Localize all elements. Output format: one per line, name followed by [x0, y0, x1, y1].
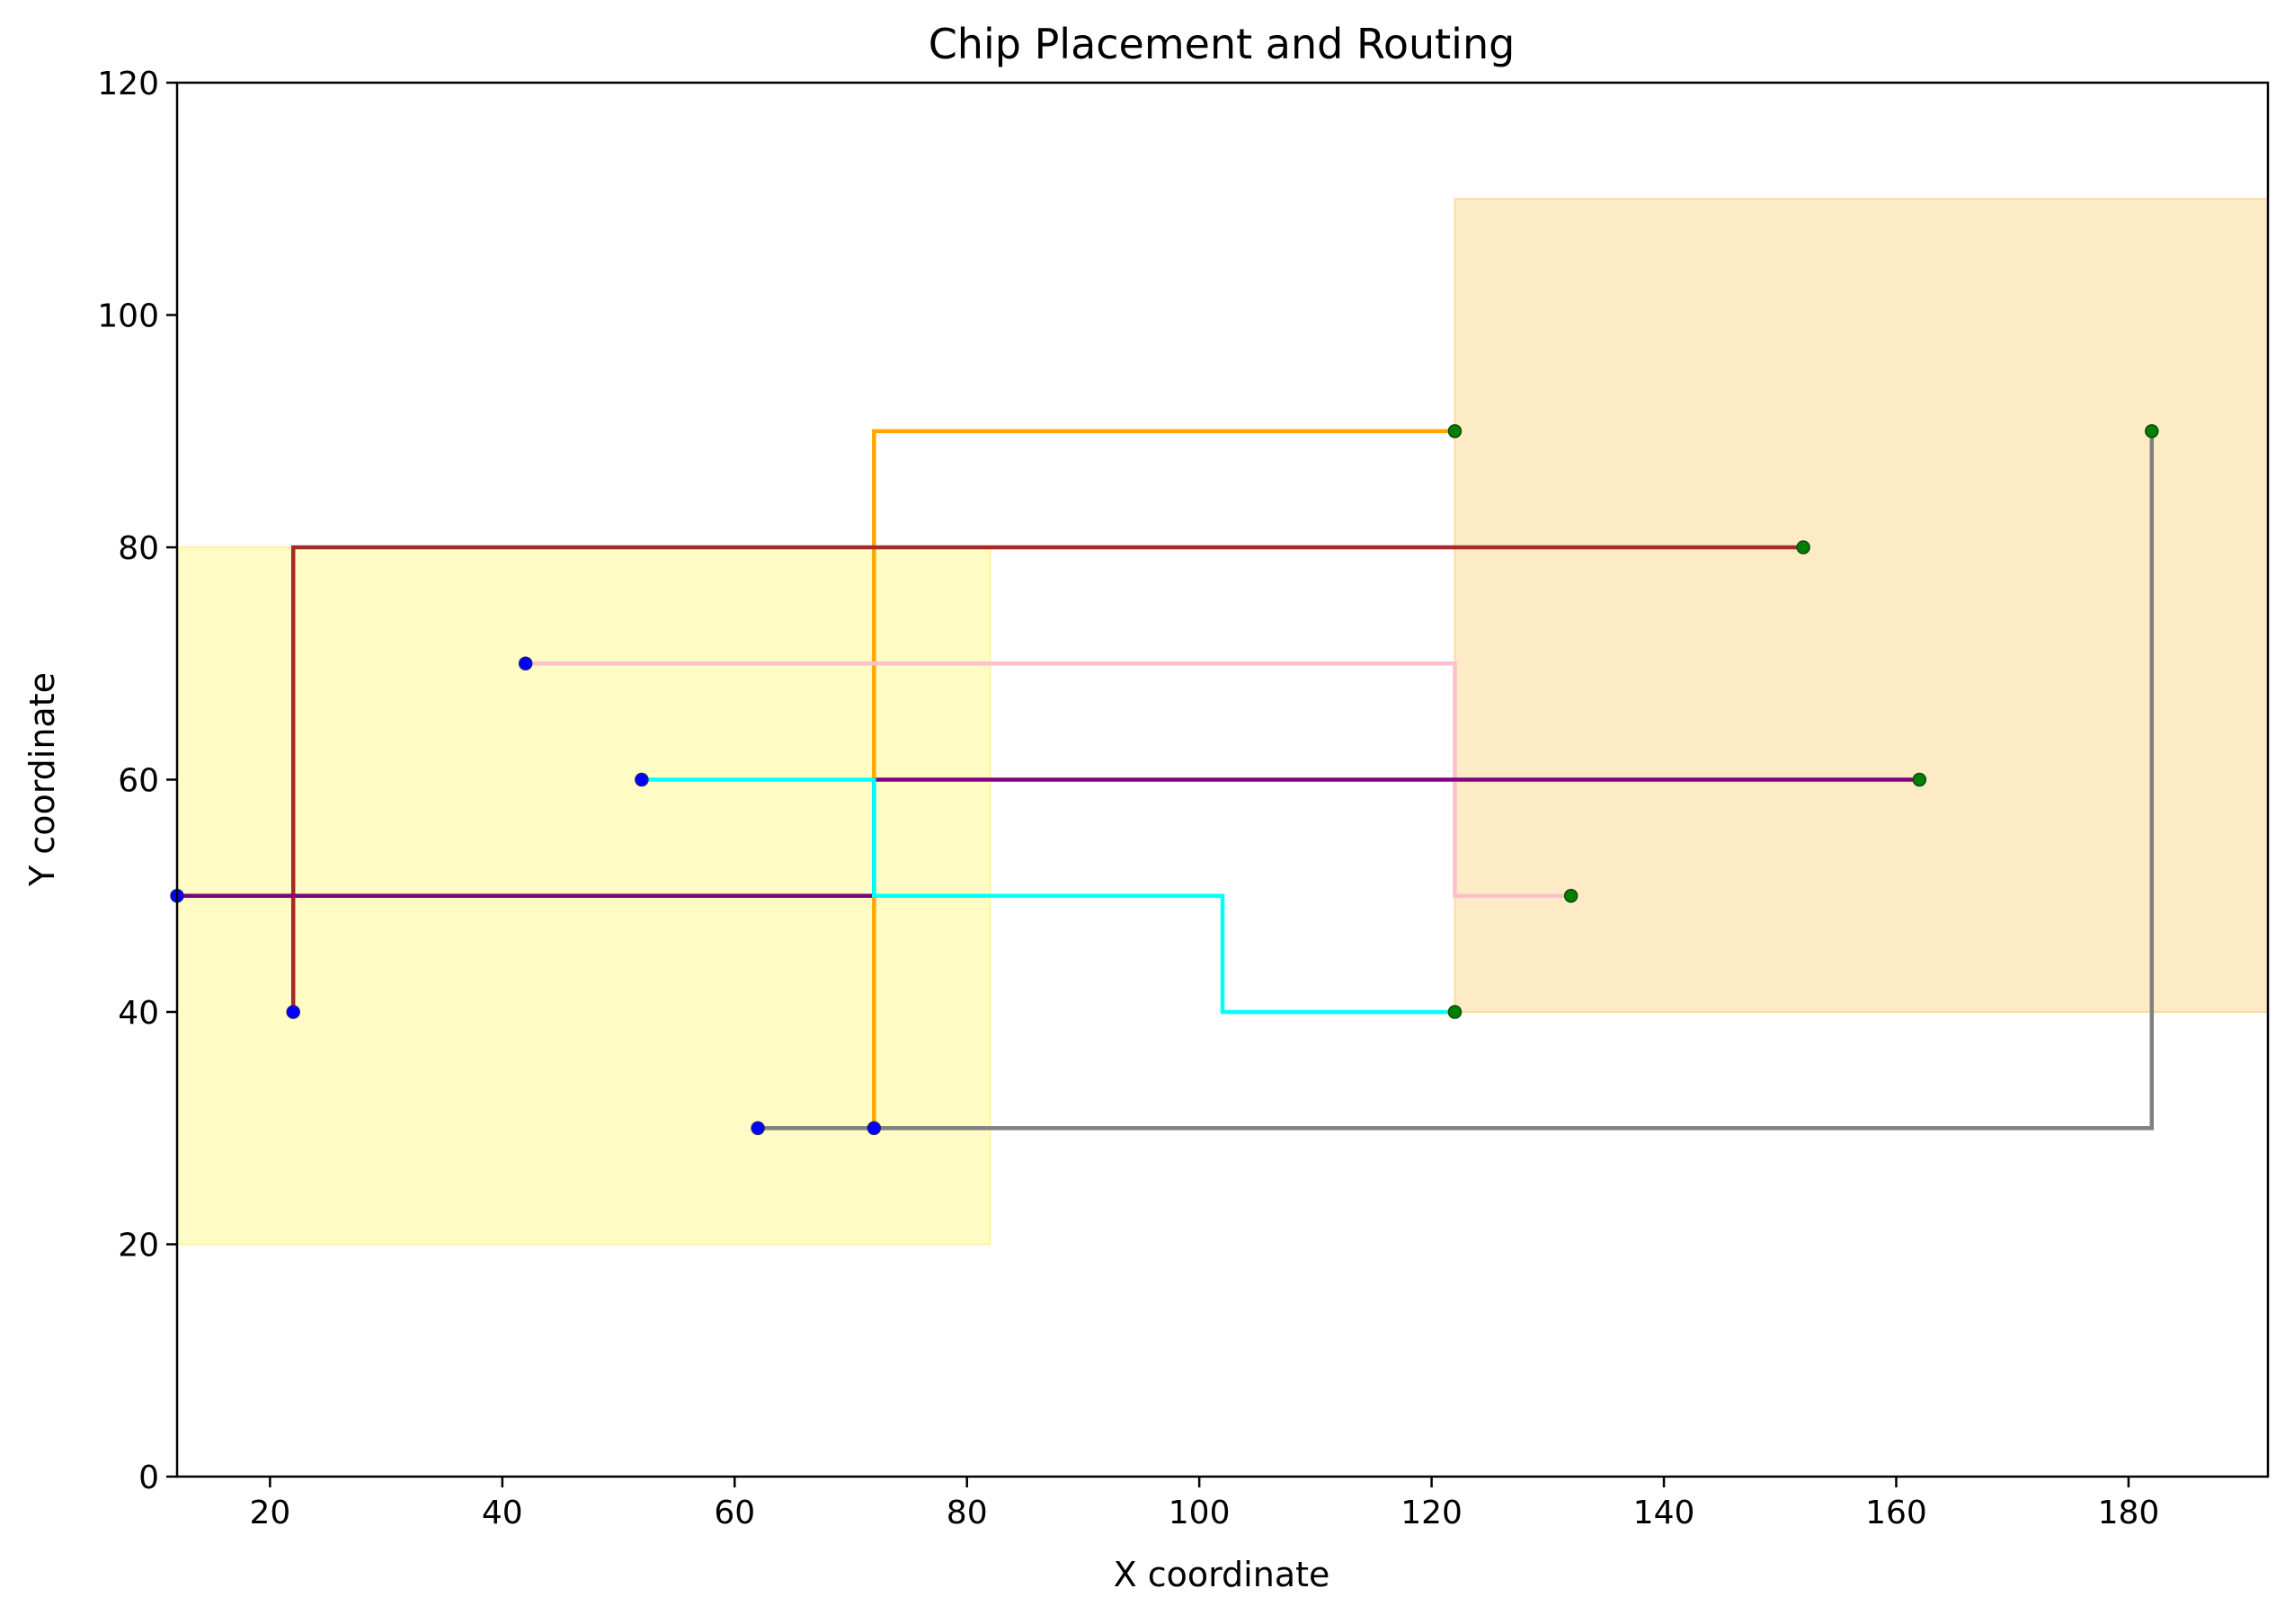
placement-region-2 — [1454, 198, 2269, 1013]
series-layer — [174, 429, 2155, 1131]
x-tick-label: 60 — [714, 1495, 755, 1531]
route-line-5 — [639, 777, 1457, 1015]
regions-layer — [176, 198, 2269, 1246]
y-tick-label: 60 — [118, 763, 159, 800]
x-tick-label: 20 — [249, 1495, 290, 1531]
target-pin-2 — [1796, 540, 1810, 555]
y-tick-label: 100 — [97, 298, 159, 335]
y-tick-label: 0 — [138, 1460, 159, 1496]
y-tick-label: 20 — [118, 1228, 159, 1265]
source-pin-5 — [635, 772, 649, 787]
target-pin-5 — [1447, 1005, 1463, 1019]
x-tick-label: 80 — [947, 1495, 988, 1531]
x-tick-label: 160 — [1865, 1495, 1927, 1531]
target-pin-1 — [1447, 424, 1463, 439]
x-axis-ticks: 20 40 60 80 100 120 140 160 180 — [249, 1477, 2159, 1531]
y-axis-ticks: 0 20 40 60 80 100 120 — [97, 66, 177, 1496]
y-tick-label: 40 — [118, 995, 159, 1032]
route-line-6 — [755, 429, 2155, 1131]
chart-title: Chip Placement and Routing — [929, 20, 1516, 68]
x-axis-label: X coordinate — [1114, 1555, 1330, 1594]
route-line-2 — [290, 545, 1806, 1015]
x-tick-label: 100 — [1169, 1495, 1231, 1531]
y-tick-label: 80 — [118, 530, 159, 567]
pins-layer — [170, 424, 2159, 1135]
x-tick-label: 120 — [1400, 1495, 1463, 1531]
target-pin-4 — [1912, 772, 1927, 787]
y-tick-label: 120 — [97, 66, 159, 102]
source-pin-6 — [751, 1121, 765, 1135]
x-tick-label: 40 — [482, 1495, 523, 1531]
y-axis-label: Y coordinate — [22, 672, 62, 887]
x-tick-label: 180 — [2098, 1495, 2160, 1531]
source-pin-2 — [286, 1005, 300, 1019]
source-pin-1 — [867, 1121, 882, 1135]
source-pin-3 — [518, 656, 533, 670]
target-pin-3 — [1563, 889, 1578, 903]
x-tick-label: 140 — [1633, 1495, 1695, 1531]
target-pin-6 — [2145, 424, 2159, 439]
